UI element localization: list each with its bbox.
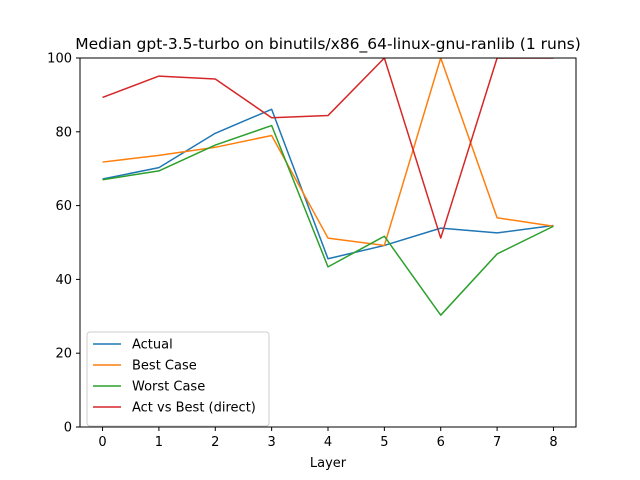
x-axis-ticks: 0 1 2 3 4 5 6 7 8 bbox=[98, 427, 558, 450]
series-line-2 bbox=[102, 124, 554, 316]
series-line-0 bbox=[102, 108, 554, 260]
y-tick-label: 0 bbox=[64, 421, 72, 436]
x-axis-label: Layer bbox=[310, 456, 347, 471]
y-tick-label: 80 bbox=[55, 125, 72, 140]
legend: Actual Best Case Worst Case Act vs Best (di… bbox=[86, 331, 270, 427]
y-tick-label: 40 bbox=[55, 273, 72, 288]
legend-label: Actual bbox=[132, 338, 173, 353]
legend-label: Worst Case bbox=[132, 380, 205, 395]
y-axis-ticks: 0 20 40 60 80 100 bbox=[47, 52, 80, 436]
legend-label: Act vs Best (direct) bbox=[132, 401, 256, 416]
series-lines bbox=[102, 58, 554, 316]
x-tick-label: 7 bbox=[493, 435, 501, 450]
x-tick-label: 1 bbox=[155, 435, 163, 450]
x-tick-label: 4 bbox=[324, 435, 332, 450]
x-tick-label: 6 bbox=[437, 435, 445, 450]
chart-title: Median gpt-3.5-turbo on binutils/x86_64-… bbox=[75, 35, 581, 54]
y-tick-label: 20 bbox=[55, 347, 72, 362]
y-tick-label: 60 bbox=[55, 199, 72, 214]
x-tick-label: 0 bbox=[98, 435, 106, 450]
x-tick-label: 5 bbox=[380, 435, 388, 450]
legend-label: Best Case bbox=[132, 359, 197, 374]
y-tick-label: 100 bbox=[47, 52, 72, 67]
legend-box bbox=[86, 331, 270, 427]
series-line-3 bbox=[102, 58, 554, 239]
x-tick-label: 8 bbox=[549, 435, 557, 450]
x-tick-label: 3 bbox=[267, 435, 275, 450]
series-line-1 bbox=[102, 58, 554, 247]
x-tick-label: 2 bbox=[211, 435, 219, 450]
